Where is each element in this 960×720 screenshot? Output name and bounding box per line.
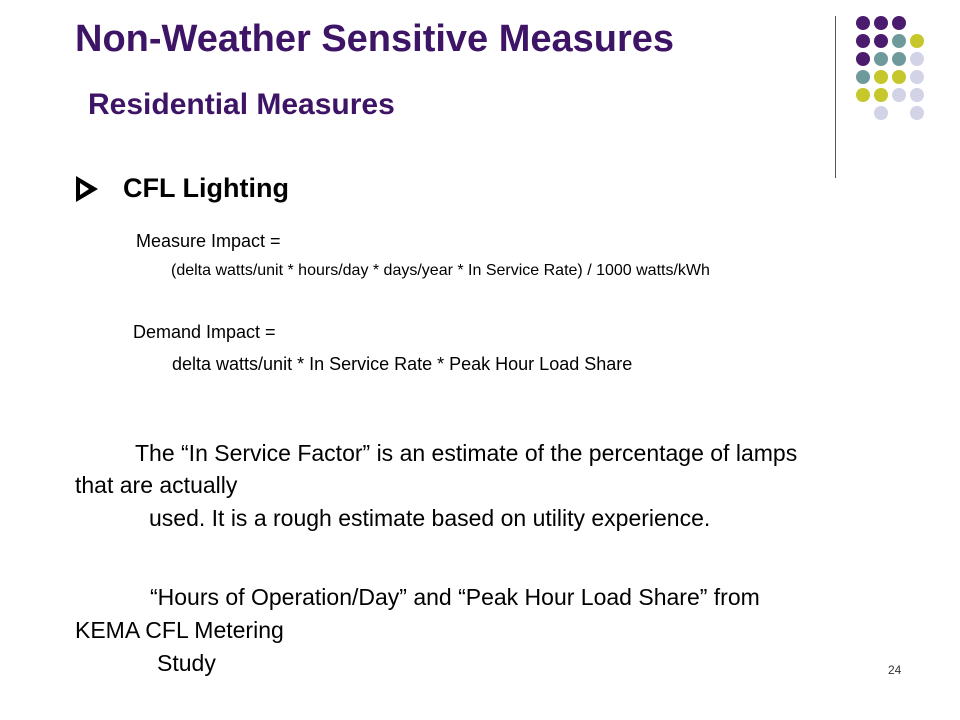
measure-impact-label: Measure Impact = [136, 231, 281, 251]
slide-title: Non-Weather Sensitive Measures [75, 18, 675, 60]
decoration-dot [856, 70, 870, 84]
page-number: 24 [888, 663, 902, 677]
decoration-dot [892, 88, 906, 102]
in-service-text-line2: that are actually [75, 472, 238, 498]
measure-impact-formula: (delta watts/unit * hours/day * days/yea… [171, 262, 710, 279]
decoration-dot [874, 70, 888, 84]
decoration-dot [874, 34, 888, 48]
decoration-dot [892, 16, 906, 30]
decoration-dot [856, 34, 870, 48]
hours-text-line1: “Hours of Operation/Day” and “Peak Hour … [150, 584, 760, 610]
hours-text-line3: Study [157, 650, 216, 676]
slide-subtitle: Residential Measures [88, 88, 395, 121]
demand-impact-label: Demand Impact = [133, 322, 276, 342]
decoration-dot [910, 34, 924, 48]
decoration-dot [874, 88, 888, 102]
arrowhead-bullet-icon [76, 175, 98, 202]
decoration-dot [874, 52, 888, 66]
decoration-dot [874, 16, 888, 30]
decoration-dot [892, 70, 906, 84]
demand-impact-formula: delta watts/unit * In Service Rate * Pea… [172, 354, 633, 374]
bullet-item: CFL Lighting [75, 173, 289, 204]
decoration-dot [892, 52, 906, 66]
divider-line [835, 16, 836, 178]
decoration-dot [910, 106, 924, 120]
in-service-text-line1: The “In Service Factor” is an estimate o… [135, 440, 798, 466]
decoration-dot [856, 88, 870, 102]
in-service-text-line3: used. It is a rough estimate based on ut… [149, 505, 711, 531]
decoration-dot [910, 70, 924, 84]
decoration-dot [910, 52, 924, 66]
decoration-dot [892, 34, 906, 48]
decoration-dot [874, 106, 888, 120]
bullet-heading: CFL Lighting [123, 173, 289, 203]
decoration-dot [856, 16, 870, 30]
decoration-dot [910, 88, 924, 102]
decoration-dot [856, 52, 870, 66]
hours-text-line2: KEMA CFL Metering [75, 617, 284, 643]
